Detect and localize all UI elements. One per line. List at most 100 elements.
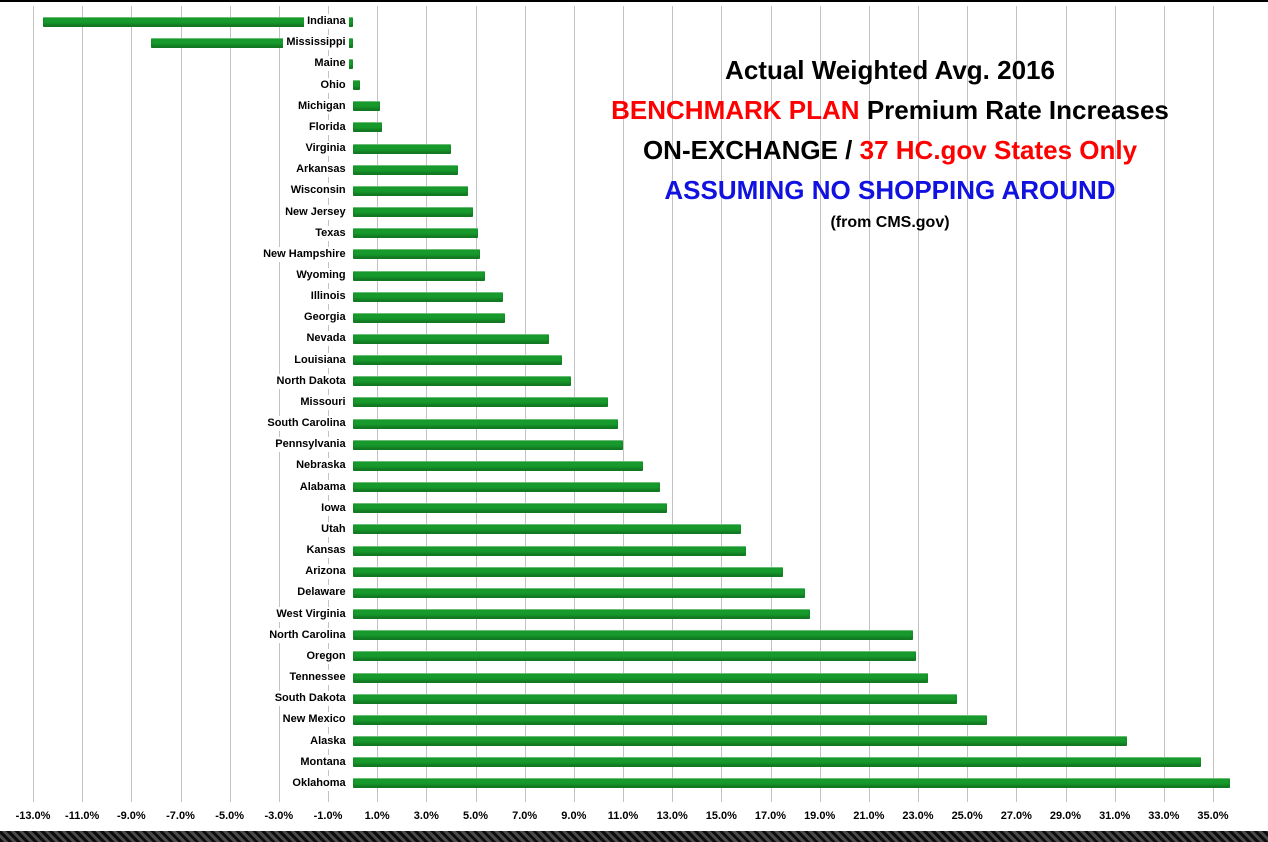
x-tick-label: -3.0% bbox=[264, 810, 294, 822]
bar bbox=[352, 736, 1127, 747]
title-segment: Actual Weighted Avg. 2016 bbox=[725, 55, 1055, 85]
bar bbox=[352, 418, 619, 429]
bar bbox=[352, 291, 503, 302]
x-axis: -13.0% -11.0% -9.0% -7.0% -5.0% -3.0% -1.0% 1.0… bbox=[0, 810, 1268, 830]
bar bbox=[151, 37, 353, 48]
bar bbox=[352, 460, 643, 471]
title-segment: ASSUMING NO SHOPPING AROUND bbox=[664, 175, 1116, 205]
gridline bbox=[229, 6, 231, 802]
bar bbox=[352, 122, 383, 133]
x-tick-label: 31.0% bbox=[1099, 810, 1131, 822]
category-label: Illinois bbox=[307, 289, 349, 305]
category-label: Alaska bbox=[307, 733, 349, 749]
x-tick-label: 35.0% bbox=[1197, 810, 1229, 822]
x-tick-label: 5.0% bbox=[462, 810, 489, 822]
bar bbox=[352, 355, 562, 366]
category-label: Nebraska bbox=[293, 458, 349, 474]
category-label: South Dakota bbox=[271, 691, 349, 707]
bar bbox=[352, 672, 928, 683]
gridline bbox=[623, 6, 624, 802]
bar bbox=[352, 439, 623, 450]
category-label: Oklahoma bbox=[289, 775, 349, 791]
x-tick-label: 7.0% bbox=[512, 810, 538, 822]
category-label: Delaware bbox=[294, 585, 349, 601]
bar bbox=[352, 693, 958, 704]
bar bbox=[352, 397, 609, 408]
x-tick-label: -7.0% bbox=[166, 810, 195, 822]
bar bbox=[352, 228, 478, 239]
title-line: BENCHMARK PLAN Premium Rate Increases bbox=[565, 90, 1215, 130]
bar bbox=[352, 312, 505, 323]
category-label: Arkansas bbox=[293, 162, 349, 178]
x-tick-label: 33.0% bbox=[1148, 810, 1180, 822]
x-tick-label: 23.0% bbox=[902, 810, 934, 822]
category-label: Wisconsin bbox=[287, 183, 349, 199]
gridline bbox=[868, 6, 870, 802]
bar bbox=[352, 566, 783, 577]
bar bbox=[352, 164, 459, 175]
bar bbox=[352, 757, 1201, 768]
category-label: Wyoming bbox=[293, 268, 349, 283]
category-label: Missouri bbox=[297, 394, 349, 410]
title-line: Actual Weighted Avg. 2016 bbox=[565, 50, 1215, 90]
bar bbox=[352, 80, 360, 91]
gridline bbox=[278, 6, 280, 802]
category-label: New Jersey bbox=[282, 204, 349, 220]
category-label: North Dakota bbox=[273, 373, 349, 389]
category-label: Kansas bbox=[303, 543, 349, 559]
category-label: North Carolina bbox=[266, 627, 349, 643]
title-line: ASSUMING NO SHOPPING AROUND bbox=[565, 170, 1215, 210]
title-segment: Premium Rate Increases bbox=[866, 95, 1169, 125]
bar bbox=[352, 609, 810, 620]
category-label: Nevada bbox=[303, 331, 349, 347]
category-label: Iowa bbox=[318, 500, 349, 516]
bar bbox=[352, 185, 469, 196]
bar bbox=[352, 376, 572, 387]
category-label: West Virginia bbox=[273, 606, 349, 622]
title-segment: 37 HC.gov States Only bbox=[859, 135, 1138, 165]
gridline bbox=[819, 6, 821, 802]
category-label: Arizona bbox=[302, 564, 349, 580]
x-tick-label: 19.0% bbox=[804, 810, 836, 822]
bar bbox=[42, 16, 353, 27]
gridline bbox=[1114, 6, 1116, 802]
x-tick-label: -5.0% bbox=[215, 810, 245, 822]
x-tick-label: 11.0% bbox=[607, 810, 639, 822]
x-tick-label: 1.0% bbox=[364, 810, 390, 822]
title-lines: Actual Weighted Avg. 2016 BENCHMARK PLAN … bbox=[565, 50, 1215, 210]
bar bbox=[352, 143, 451, 154]
x-tick-label: 27.0% bbox=[1000, 810, 1032, 822]
gridline bbox=[1016, 6, 1018, 802]
title-segment: BENCHMARK PLAN bbox=[611, 95, 867, 125]
x-tick-label: 25.0% bbox=[951, 810, 983, 822]
category-label: Florida bbox=[305, 119, 349, 135]
category-label: New Hampshire bbox=[260, 246, 349, 262]
category-label: Maine bbox=[311, 56, 349, 72]
category-label: Texas bbox=[312, 225, 349, 241]
gridline bbox=[82, 6, 84, 802]
category-label: Michigan bbox=[294, 98, 349, 114]
source-note: (from CMS.gov) bbox=[830, 214, 950, 231]
bar bbox=[352, 545, 746, 556]
x-tick-label: -1.0% bbox=[313, 810, 343, 822]
title-line: ON-EXCHANGE / 37 HC.gov States Only bbox=[565, 130, 1215, 170]
x-tick-label: 17.0% bbox=[754, 810, 787, 822]
category-label: South Carolina bbox=[264, 416, 349, 432]
x-tick-label: 3.0% bbox=[413, 810, 439, 822]
bar bbox=[352, 778, 1231, 789]
category-label: New Mexico bbox=[279, 712, 349, 728]
category-label: Mississippi bbox=[283, 35, 349, 51]
category-label: Pennsylvania bbox=[272, 437, 349, 453]
bar bbox=[352, 101, 380, 112]
bar bbox=[352, 714, 987, 725]
gridline bbox=[721, 6, 723, 802]
category-label: Oregon bbox=[303, 648, 349, 664]
gridline bbox=[131, 6, 133, 802]
bottom-hatched-strip bbox=[0, 831, 1268, 842]
gridline bbox=[967, 6, 969, 802]
x-tick-label: -11.0% bbox=[65, 810, 100, 822]
bar bbox=[352, 503, 668, 514]
gridline bbox=[672, 6, 674, 802]
category-label: Tennessee bbox=[286, 670, 349, 686]
